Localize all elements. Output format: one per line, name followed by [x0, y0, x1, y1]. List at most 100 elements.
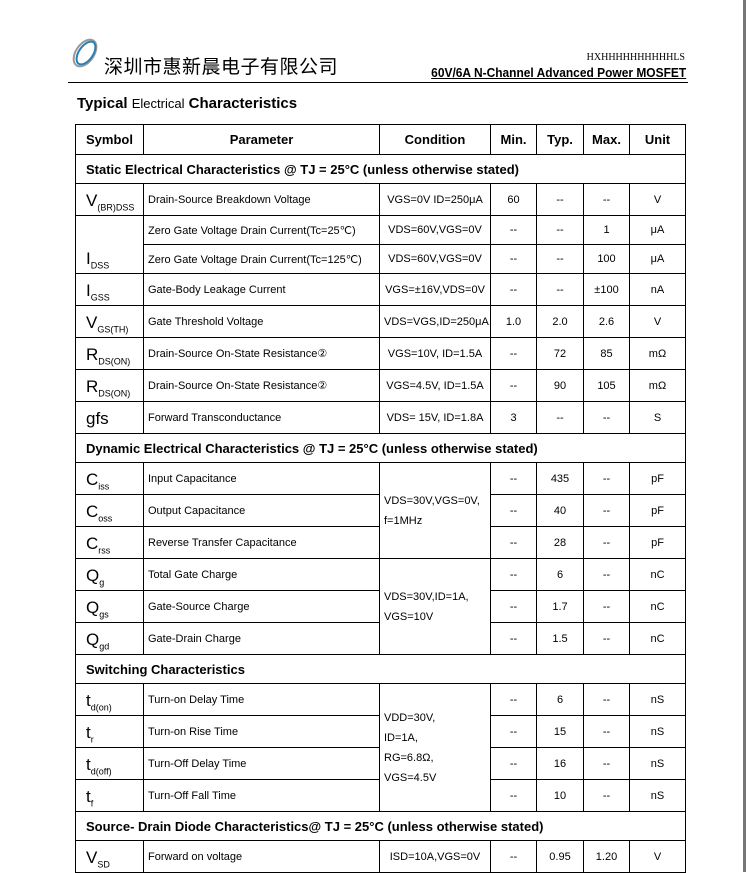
condition-cell: VDS=VGS,ID=250μA — [379, 305, 491, 338]
max-cell: -- — [583, 462, 630, 495]
condition-cell: VDS=30V,VGS=0V, f=1MHz — [379, 462, 491, 559]
section-heading: Static Electrical Characteristics @ TJ =… — [75, 154, 686, 184]
unit-cell: mΩ — [629, 369, 686, 402]
table-row: Zero Gate Voltage Drain Current(Tc=125℃)… — [76, 244, 686, 274]
table-header-row: Symbol Parameter Condition Min. Typ. Max. Unit — [75, 124, 686, 155]
typ-cell: 6 — [536, 558, 584, 591]
min-cell: -- — [490, 715, 537, 748]
table-row: Qg Total Gate Charge VDS=30V,ID=1A, VGS=10V… — [75, 558, 686, 655]
min-cell: 3 — [490, 401, 537, 434]
parameter-cell: Turn-on Rise Time — [143, 715, 380, 748]
parameter-cell: Zero Gate Voltage Drain Current(Tc=125℃) — [143, 244, 380, 274]
parameter-cell: Drain-Source On-State Resistance② — [143, 369, 380, 402]
typ-cell: 0.95 — [536, 840, 584, 873]
table-row: RDS(ON) Drain-Source On-State Resistance②… — [75, 369, 686, 402]
unit-cell: nC — [629, 622, 686, 655]
parameter-cell: Gate-Drain Charge — [143, 622, 380, 655]
typ-cell: 90 — [536, 369, 584, 402]
symbol-cell: Coss — [75, 494, 144, 527]
min-cell: -- — [490, 215, 537, 245]
section-heading: Source- Drain Diode Characteristics@ TJ … — [75, 811, 686, 841]
min-cell: -- — [490, 779, 537, 812]
unit-cell: pF — [629, 526, 686, 559]
table-row: tr Turn-on Rise Time -- 15 -- nS — [75, 715, 686, 748]
symbol-cell: tr — [75, 715, 144, 748]
min-cell: -- — [490, 526, 537, 559]
unit-cell: pF — [629, 462, 686, 495]
max-cell: 1.20 — [583, 840, 630, 873]
typ-cell: 1.5 — [536, 622, 584, 655]
min-cell: -- — [490, 244, 537, 274]
unit-cell: mΩ — [629, 337, 686, 370]
unit-cell: nS — [629, 779, 686, 812]
company-name: 深圳市惠新晨电子有限公司 — [104, 56, 339, 78]
symbol-cell: td(on) — [75, 683, 144, 716]
header-divider — [68, 82, 688, 83]
min-cell: -- — [490, 747, 537, 780]
typ-cell: 28 — [536, 526, 584, 559]
unit-cell: nC — [629, 590, 686, 623]
symbol-cell: gfs — [75, 401, 144, 434]
max-cell: -- — [583, 526, 630, 559]
condition-cell: VDS= 15V, ID=1.8A — [379, 401, 491, 434]
max-cell: -- — [583, 183, 630, 216]
typ-cell: -- — [536, 244, 584, 274]
parameter-cell: Turn-Off Fall Time — [143, 779, 380, 812]
max-cell: -- — [583, 779, 630, 812]
parameter-cell: Gate-Body Leakage Current — [143, 273, 380, 306]
unit-cell: V — [629, 305, 686, 338]
unit-cell: nS — [629, 715, 686, 748]
symbol-cell: Crss — [75, 526, 144, 559]
column-header: Parameter — [143, 124, 380, 155]
table-row: gfs Forward Transconductance VDS= 15V, ID=… — [75, 401, 686, 434]
typ-cell: 15 — [536, 715, 584, 748]
column-header: Symbol — [75, 124, 144, 155]
symbol-cell: Qg — [75, 558, 144, 591]
max-cell: -- — [583, 494, 630, 527]
section-row: Switching Characteristics — [75, 654, 686, 684]
unit-cell: nS — [629, 683, 686, 716]
max-cell: -- — [583, 401, 630, 434]
parameter-cell: Reverse Transfer Capacitance — [143, 526, 380, 559]
max-cell: ±100 — [583, 273, 630, 306]
table-row: td(on) Turn-on Delay Time VDD=30V, ID=1A, RG… — [75, 683, 686, 812]
symbol-cell: Ciss — [75, 462, 144, 495]
min-cell: -- — [490, 683, 537, 716]
typ-cell: -- — [536, 183, 584, 216]
symbol-cell: td(off) — [75, 747, 144, 780]
table-row: VGS(TH) Gate Threshold Voltage VDS=VGS,ID=… — [75, 305, 686, 338]
table-row: IGSS Gate-Body Leakage Current VGS=±16V,VD… — [75, 273, 686, 306]
column-header: Condition — [379, 124, 491, 155]
max-cell: 85 — [583, 337, 630, 370]
condition-cell: VDS=60V,VGS=0V — [379, 215, 491, 245]
typ-cell: 16 — [536, 747, 584, 780]
condition-cell: VDS=60V,VGS=0V — [379, 244, 491, 274]
section-row: Dynamic Electrical Characteristics @ TJ … — [75, 433, 686, 463]
condition-cell: VDD=30V, ID=1A, RG=6.8Ω, VGS=4.5V — [379, 683, 491, 812]
min-cell: -- — [490, 840, 537, 873]
column-header: Typ. — [536, 124, 584, 155]
symbol-cell: IDSS — [75, 215, 144, 274]
symbol-cell: RDS(ON) — [75, 369, 144, 402]
max-cell: -- — [583, 590, 630, 623]
unit-cell: pF — [629, 494, 686, 527]
symbol-cell: tf — [75, 779, 144, 812]
max-cell: 2.6 — [583, 305, 630, 338]
symbol-cell: IGSS — [75, 273, 144, 306]
min-cell: -- — [490, 462, 537, 495]
parameter-cell: Gate-Source Charge — [143, 590, 380, 623]
table-row: VSD Forward on voltage ISD=10A,VGS=0V -- 0.9… — [75, 840, 686, 873]
page-edge — [743, 0, 746, 872]
typ-cell: 1.7 — [536, 590, 584, 623]
max-cell: -- — [583, 747, 630, 780]
typ-cell: 40 — [536, 494, 584, 527]
typ-cell: -- — [536, 215, 584, 245]
min-cell: 60 — [490, 183, 537, 216]
section-title: Typical Electrical Characteristics — [77, 95, 298, 112]
symbol-cell: VGS(TH) — [75, 305, 144, 338]
parameter-cell: Drain-Source On-State Resistance② — [143, 337, 380, 370]
parameter-cell: Forward on voltage — [143, 840, 380, 873]
min-cell: -- — [490, 273, 537, 306]
condition-cell: VGS=4.5V, ID=1.5A — [379, 369, 491, 402]
parameter-cell: Turn-Off Delay Time — [143, 747, 380, 780]
